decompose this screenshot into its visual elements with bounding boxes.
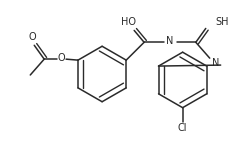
Text: O: O [57, 53, 65, 63]
Text: HO: HO [121, 17, 136, 28]
Text: SH: SH [216, 17, 229, 28]
Text: O: O [29, 32, 36, 42]
Text: N: N [166, 36, 174, 46]
Text: N: N [212, 58, 219, 68]
Text: Cl: Cl [178, 123, 187, 133]
